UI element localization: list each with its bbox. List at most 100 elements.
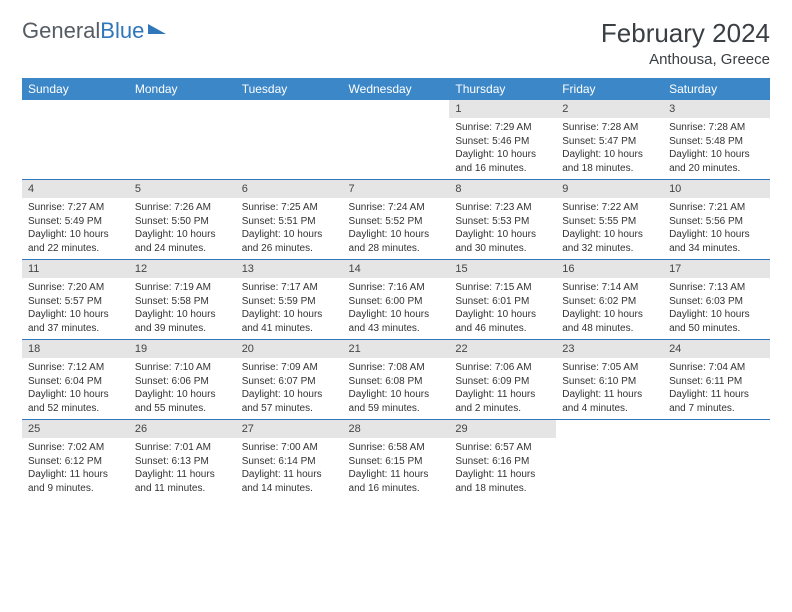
- day-details: Sunrise: 7:02 AMSunset: 6:12 PMDaylight:…: [22, 438, 129, 499]
- sunrise-text: Sunrise: 7:08 AM: [349, 361, 444, 375]
- day-header-row: Sunday Monday Tuesday Wednesday Thursday…: [22, 78, 770, 100]
- daylight-text: and 26 minutes.: [242, 242, 337, 256]
- day-header: Monday: [129, 78, 236, 100]
- day-details: Sunrise: 7:12 AMSunset: 6:04 PMDaylight:…: [22, 358, 129, 419]
- calendar-cell: 19Sunrise: 7:10 AMSunset: 6:06 PMDayligh…: [129, 340, 236, 420]
- month-title: February 2024: [601, 18, 770, 49]
- calendar-cell: [236, 100, 343, 180]
- calendar-cell: 7Sunrise: 7:24 AMSunset: 5:52 PMDaylight…: [343, 180, 450, 260]
- day-number: 29: [449, 420, 556, 438]
- daylight-text: Daylight: 10 hours: [669, 308, 764, 322]
- day-number: 18: [22, 340, 129, 358]
- sunrise-text: Sunrise: 7:09 AM: [242, 361, 337, 375]
- daylight-text: and 39 minutes.: [135, 322, 230, 336]
- daylight-text: Daylight: 10 hours: [135, 308, 230, 322]
- sunrise-text: Sunrise: 7:02 AM: [28, 441, 123, 455]
- day-details: Sunrise: 7:08 AMSunset: 6:08 PMDaylight:…: [343, 358, 450, 419]
- day-number: 4: [22, 180, 129, 198]
- day-number: [556, 420, 663, 438]
- day-number: 5: [129, 180, 236, 198]
- daylight-text: Daylight: 10 hours: [28, 308, 123, 322]
- header: GeneralBlue February 2024 Anthousa, Gree…: [22, 18, 770, 68]
- daylight-text: Daylight: 11 hours: [349, 468, 444, 482]
- day-number: 20: [236, 340, 343, 358]
- calendar-row: 1Sunrise: 7:29 AMSunset: 5:46 PMDaylight…: [22, 100, 770, 180]
- daylight-text: Daylight: 11 hours: [562, 388, 657, 402]
- sunset-text: Sunset: 6:01 PM: [455, 295, 550, 309]
- day-details: Sunrise: 7:04 AMSunset: 6:11 PMDaylight:…: [663, 358, 770, 419]
- day-header: Tuesday: [236, 78, 343, 100]
- sunrise-text: Sunrise: 6:57 AM: [455, 441, 550, 455]
- day-number: [129, 100, 236, 118]
- calendar-cell: 25Sunrise: 7:02 AMSunset: 6:12 PMDayligh…: [22, 420, 129, 500]
- daylight-text: Daylight: 10 hours: [28, 228, 123, 242]
- sunrise-text: Sunrise: 7:27 AM: [28, 201, 123, 215]
- daylight-text: Daylight: 10 hours: [135, 388, 230, 402]
- day-number: 17: [663, 260, 770, 278]
- day-number: [663, 420, 770, 438]
- daylight-text: Daylight: 10 hours: [242, 388, 337, 402]
- sunrise-text: Sunrise: 7:23 AM: [455, 201, 550, 215]
- sunset-text: Sunset: 5:53 PM: [455, 215, 550, 229]
- daylight-text: Daylight: 11 hours: [455, 388, 550, 402]
- day-header: Saturday: [663, 78, 770, 100]
- sunset-text: Sunset: 6:00 PM: [349, 295, 444, 309]
- sunrise-text: Sunrise: 7:14 AM: [562, 281, 657, 295]
- daylight-text: and 2 minutes.: [455, 402, 550, 416]
- calendar-cell: 11Sunrise: 7:20 AMSunset: 5:57 PMDayligh…: [22, 260, 129, 340]
- day-header: Friday: [556, 78, 663, 100]
- day-details: Sunrise: 7:00 AMSunset: 6:14 PMDaylight:…: [236, 438, 343, 499]
- sunset-text: Sunset: 5:50 PM: [135, 215, 230, 229]
- sunrise-text: Sunrise: 7:06 AM: [455, 361, 550, 375]
- day-number: 8: [449, 180, 556, 198]
- calendar-cell: 28Sunrise: 6:58 AMSunset: 6:15 PMDayligh…: [343, 420, 450, 500]
- calendar-row: 11Sunrise: 7:20 AMSunset: 5:57 PMDayligh…: [22, 260, 770, 340]
- sunset-text: Sunset: 6:16 PM: [455, 455, 550, 469]
- daylight-text: Daylight: 11 hours: [135, 468, 230, 482]
- calendar-cell: [22, 100, 129, 180]
- day-number: 14: [343, 260, 450, 278]
- sunset-text: Sunset: 6:04 PM: [28, 375, 123, 389]
- daylight-text: and 14 minutes.: [242, 482, 337, 496]
- day-number: 28: [343, 420, 450, 438]
- daylight-text: Daylight: 10 hours: [28, 388, 123, 402]
- daylight-text: and 41 minutes.: [242, 322, 337, 336]
- daylight-text: and 16 minutes.: [455, 162, 550, 176]
- day-number: [343, 100, 450, 118]
- calendar-cell: 3Sunrise: 7:28 AMSunset: 5:48 PMDaylight…: [663, 100, 770, 180]
- daylight-text: and 22 minutes.: [28, 242, 123, 256]
- sunrise-text: Sunrise: 7:28 AM: [669, 121, 764, 135]
- sunrise-text: Sunrise: 7:10 AM: [135, 361, 230, 375]
- calendar-cell: [663, 420, 770, 500]
- sunset-text: Sunset: 5:56 PM: [669, 215, 764, 229]
- sunrise-text: Sunrise: 7:05 AM: [562, 361, 657, 375]
- daylight-text: Daylight: 10 hours: [349, 308, 444, 322]
- day-details: Sunrise: 7:24 AMSunset: 5:52 PMDaylight:…: [343, 198, 450, 259]
- day-details: Sunrise: 7:14 AMSunset: 6:02 PMDaylight:…: [556, 278, 663, 339]
- daylight-text: and 11 minutes.: [135, 482, 230, 496]
- day-details: Sunrise: 6:57 AMSunset: 6:16 PMDaylight:…: [449, 438, 556, 499]
- calendar-cell: 2Sunrise: 7:28 AMSunset: 5:47 PMDaylight…: [556, 100, 663, 180]
- day-number: 26: [129, 420, 236, 438]
- sunrise-text: Sunrise: 7:00 AM: [242, 441, 337, 455]
- daylight-text: and 4 minutes.: [562, 402, 657, 416]
- daylight-text: Daylight: 10 hours: [455, 308, 550, 322]
- daylight-text: and 52 minutes.: [28, 402, 123, 416]
- day-number: 22: [449, 340, 556, 358]
- calendar-cell: 6Sunrise: 7:25 AMSunset: 5:51 PMDaylight…: [236, 180, 343, 260]
- daylight-text: and 48 minutes.: [562, 322, 657, 336]
- sunrise-text: Sunrise: 7:16 AM: [349, 281, 444, 295]
- day-number: 12: [129, 260, 236, 278]
- sunset-text: Sunset: 5:51 PM: [242, 215, 337, 229]
- day-details: [129, 118, 236, 125]
- title-block: February 2024 Anthousa, Greece: [601, 18, 770, 68]
- daylight-text: and 9 minutes.: [28, 482, 123, 496]
- calendar-cell: 15Sunrise: 7:15 AMSunset: 6:01 PMDayligh…: [449, 260, 556, 340]
- daylight-text: Daylight: 10 hours: [242, 228, 337, 242]
- daylight-text: and 32 minutes.: [562, 242, 657, 256]
- day-details: Sunrise: 7:21 AMSunset: 5:56 PMDaylight:…: [663, 198, 770, 259]
- day-number: 6: [236, 180, 343, 198]
- sunset-text: Sunset: 5:57 PM: [28, 295, 123, 309]
- daylight-text: and 24 minutes.: [135, 242, 230, 256]
- day-details: [236, 118, 343, 125]
